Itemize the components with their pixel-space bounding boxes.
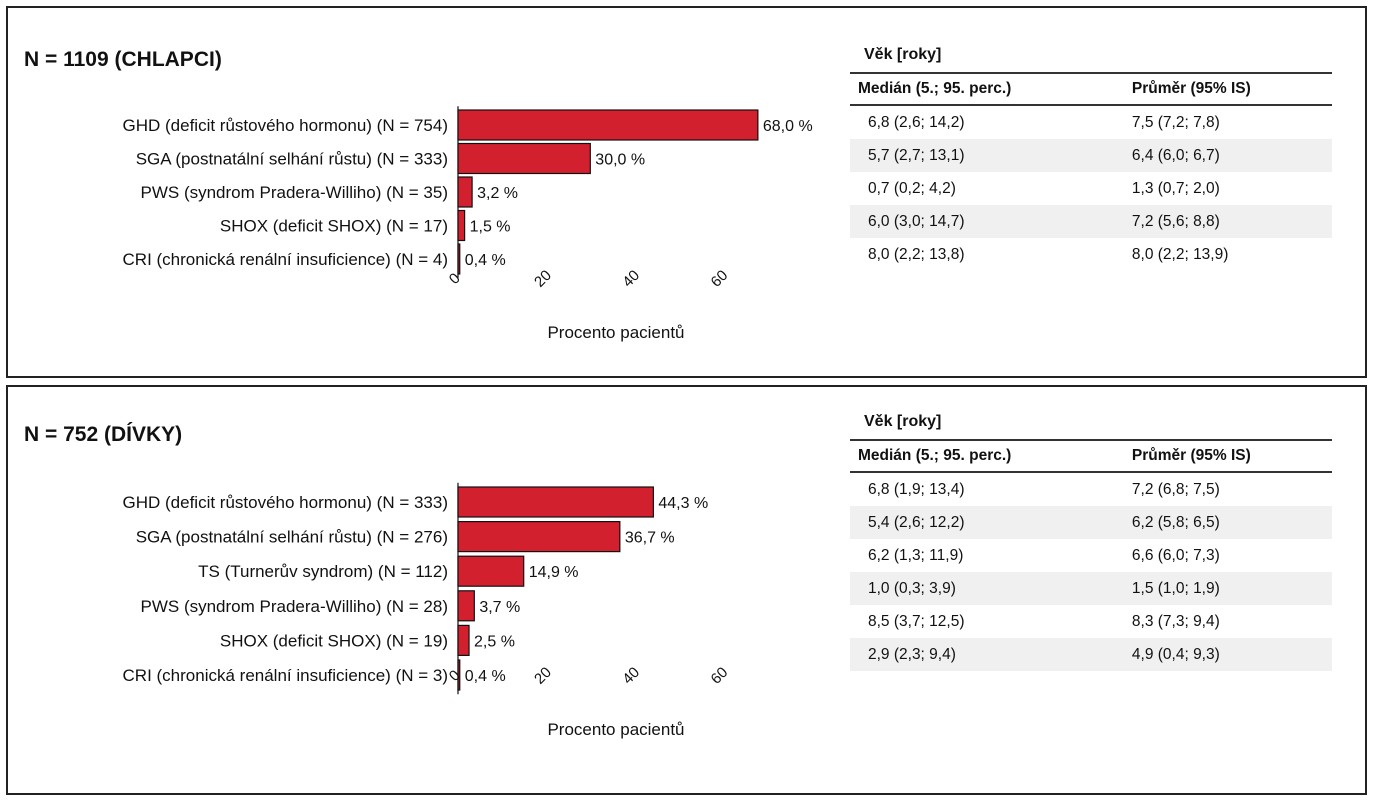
median-cell: 8,0 (2,2; 13,8) [868,245,965,263]
category-label: PWS (syndrom Pradera-Williho) (N = 28) [141,597,449,616]
value-label: 0,4 % [465,668,506,685]
category-label: CRI (chronická renální insuficience) (N … [123,250,448,269]
table-row: 6,8 (2,6; 14,2) 7,5 (7,2; 7,8) [850,105,1332,139]
table-header-row: Medián (5.; 95. perc.) Průměr (95% IS) [850,439,1332,473]
category-label: SGA (postnatální selhání růstu) (N = 276… [136,528,448,547]
category-label: SGA (postnatální selhání růstu) (N = 333… [136,150,448,169]
x-tick-label: 20 [531,664,555,688]
mean-cell: 7,2 (6,8; 7,5) [1131,480,1220,498]
value-label: 44,3 % [658,495,708,512]
median-cell: 6,0 (3,0; 14,7) [850,205,1096,238]
x-axis-title: Procento pacientů [547,323,684,342]
bar-chart-boys: GHD (deficit růstového hormonu) (N = 754… [123,106,813,342]
x-tick-label: 20 [531,267,555,291]
value-label: 14,9 % [529,564,579,581]
value-label: 1,5 % [470,219,511,236]
table-row: 1,0 (0,3; 3,9) 1,5 (1,0; 1,9) [850,572,1332,605]
category-label: GHD (deficit růstového hormonu) (N = 754… [123,116,449,135]
table-heading-girls: Věk [roky] [864,413,942,430]
mean-cell: 1,3 (0,7; 2,0) [1131,179,1220,197]
value-label: 3,7 % [479,599,520,616]
bar-0 [457,109,759,141]
table-row: 0,7 (0,2; 4,2) 1,3 (0,7; 2,0) [850,172,1332,205]
median-cell: 6,2 (1,3; 11,9) [868,546,964,564]
age-table-grid-boys: Medián (5.; 95. perc.) Průměr (95% IS) 6… [850,72,1332,271]
x-tick-label: 60 [708,267,732,291]
mean-cell: 7,5 (7,2; 7,8) [1131,113,1220,131]
bar-chart-girls: GHD (deficit růstového hormonu) (N = 333… [123,482,732,739]
category-label: PWS (syndrom Pradera-Williho) (N = 35) [141,183,449,202]
column-header-median: Medián (5.; 95. perc.) [850,439,1096,473]
table-row: 8,5 (3,7; 12,5) 8,3 (7,3; 9,4) [850,605,1332,638]
panel-girls: GHD (deficit růstového hormonu) (N = 333… [6,385,1367,795]
bar-4 [457,624,470,656]
bar-2 [457,176,473,208]
value-label: 30,0 % [595,152,645,169]
table-row: 2,9 (2,3; 9,4) 4,9 (0,4; 9,3) [850,638,1332,671]
chart-title-girls: N = 752 (DÍVKY) [24,423,183,446]
median-cell: 6,8 (2,6; 14,2) [868,113,965,131]
median-cell: 6,8 (1,9; 13,4) [868,480,965,498]
column-header-median: Medián (5.; 95. perc.) [850,72,1096,106]
median-cell: 0,7 (0,2; 4,2) [868,179,956,197]
age-table-boys: Věk [roky] Medián (5.; 95. perc.) Průměr… [850,38,1332,271]
value-label: 0,4 % [465,252,506,269]
median-cell: 5,7 (2,7; 13,1) [850,139,1096,172]
bar-2 [457,555,525,587]
bar-3 [457,590,475,622]
age-table-grid-girls: Medián (5.; 95. perc.) Průměr (95% IS) 6… [850,439,1332,671]
value-label: 2,5 % [474,633,515,650]
mean-cell: 1,5 (1,0; 1,9) [1095,572,1332,605]
bar-1 [457,521,621,553]
x-tick-label: 60 [708,664,732,688]
mean-cell: 7,2 (5,6; 8,8) [1095,205,1332,238]
x-tick-label: 40 [619,664,643,688]
x-tick-label: 40 [619,267,643,291]
table-row: 5,7 (2,7; 13,1) 6,4 (6,0; 6,7) [850,139,1332,172]
x-axis-title: Procento pacientů [547,720,684,739]
bar-5 [457,659,461,691]
table-row: 5,4 (2,6; 12,2) 6,2 (5,8; 6,5) [850,506,1332,539]
median-cell: 8,5 (3,7; 12,5) [868,612,965,630]
bar-0 [457,486,654,518]
x-tick-label: 0 [446,270,464,288]
x-tick-label: 0 [446,667,464,685]
table-heading-boys: Věk [roky] [864,46,942,63]
value-label: 68,0 % [763,118,813,135]
category-label: SHOX (deficit SHOX) (N = 19) [220,631,448,650]
table-row: 6,8 (1,9; 13,4) 7,2 (6,8; 7,5) [850,472,1332,506]
bar-4 [457,243,461,275]
category-label: TS (Turnerův syndrom) (N = 112) [198,562,448,581]
age-table-girls: Věk [roky] Medián (5.; 95. perc.) Průměr… [850,405,1332,671]
column-header-mean: Průměr (95% IS) [1095,72,1332,106]
category-label: GHD (deficit růstového hormonu) (N = 333… [123,493,449,512]
mean-cell: 4,9 (0,4; 9,3) [1095,638,1332,671]
table-row: 6,0 (3,0; 14,7) 7,2 (5,6; 8,8) [850,205,1332,238]
panel-boys: GHD (deficit růstového hormonu) (N = 754… [6,6,1367,378]
mean-cell: 6,2 (5,8; 6,5) [1095,506,1332,539]
table-row: 6,2 (1,3; 11,9) 6,6 (6,0; 7,3) [850,539,1332,572]
table-row: 8,0 (2,2; 13,8) 8,0 (2,2; 13,9) [850,238,1332,271]
category-label: SHOX (deficit SHOX) (N = 17) [220,217,448,236]
table-header-row: Medián (5.; 95. perc.) Průměr (95% IS) [850,72,1332,106]
mean-cell: 8,3 (7,3; 9,4) [1131,612,1220,630]
median-cell: 5,4 (2,6; 12,2) [850,506,1096,539]
chart-title-boys: N = 1109 (CHLAPCI) [24,48,222,71]
value-label: 3,2 % [477,185,518,202]
mean-cell: 6,6 (6,0; 7,3) [1131,546,1220,564]
mean-cell: 6,4 (6,0; 6,7) [1095,139,1332,172]
column-header-mean: Průměr (95% IS) [1095,439,1332,473]
bar-3 [457,209,466,242]
mean-cell: 8,0 (2,2; 13,9) [1131,245,1229,263]
median-cell: 2,9 (2,3; 9,4) [850,638,1096,671]
median-cell: 1,0 (0,3; 3,9) [850,572,1096,605]
category-label: CRI (chronická renální insuficience) (N … [123,666,448,685]
bar-1 [457,142,591,175]
value-label: 36,7 % [625,530,675,547]
